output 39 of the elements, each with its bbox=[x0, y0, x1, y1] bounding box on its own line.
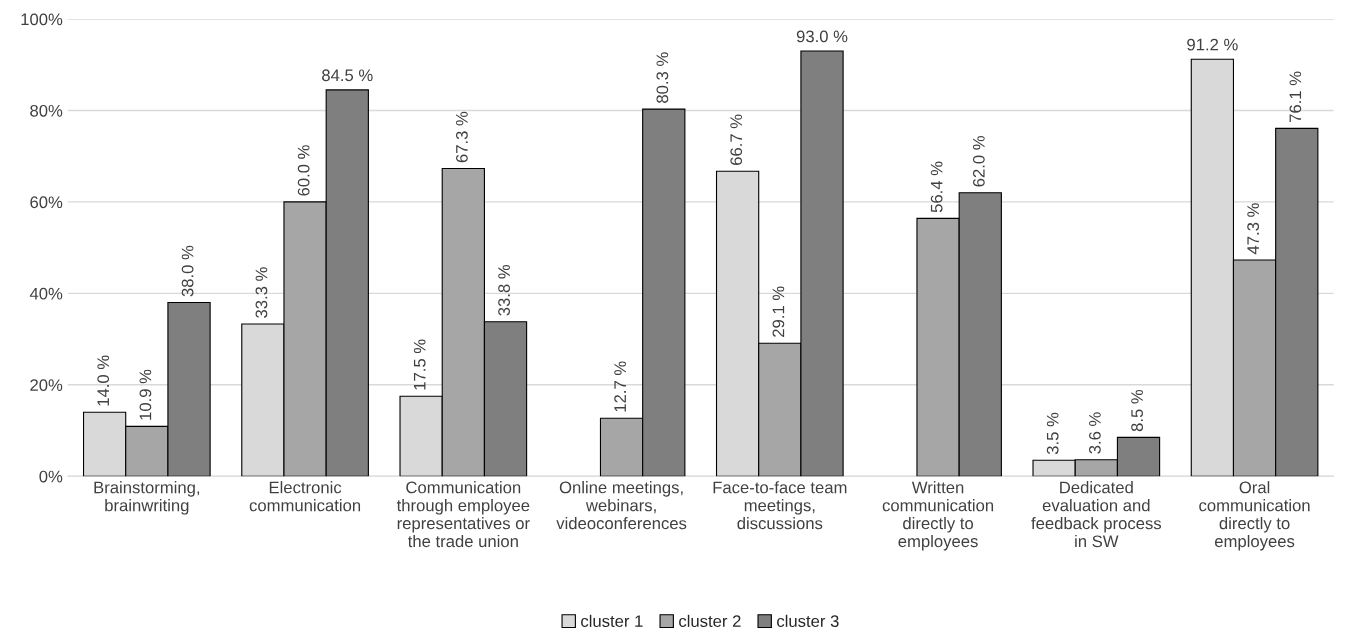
data-label: 60.0 % bbox=[297, 145, 310, 196]
data-label: 67.3 % bbox=[455, 111, 468, 163]
x-tick-label: Written communication directly to employees bbox=[882, 481, 994, 551]
data-label: 47.3 % bbox=[1247, 203, 1260, 255]
legend-label: cluster 3 bbox=[777, 614, 839, 628]
y-tick-label: 0% bbox=[39, 470, 63, 483]
data-label: 66.7 % bbox=[730, 114, 743, 165]
data-label: 29.1 % bbox=[772, 286, 785, 337]
data-label: 10.9 % bbox=[139, 369, 152, 420]
x-tick-label: Online meetings, webinars, videoconferences bbox=[556, 481, 687, 530]
data-label: 33.3 % bbox=[255, 267, 268, 318]
data-label: 56.4 % bbox=[930, 161, 943, 213]
y-tick-label: 100% bbox=[21, 13, 63, 26]
data-label: 14.0 % bbox=[97, 355, 110, 406]
y-tick-label: 40% bbox=[29, 287, 63, 300]
x-tick-label: Communication through employee representatives or the trade union bbox=[396, 481, 530, 548]
data-label: 93.0 % bbox=[796, 30, 848, 43]
y-tick-label: 20% bbox=[30, 379, 63, 392]
legend-label: cluster 1 bbox=[581, 614, 643, 628]
y-tick-label: 80% bbox=[30, 104, 63, 117]
data-label: 12.7 % bbox=[614, 361, 626, 412]
x-tick-label: Brainstorming, brainwriting bbox=[94, 481, 200, 515]
data-label: 3.6 % bbox=[1088, 412, 1101, 454]
data-label: 17.5 % bbox=[413, 339, 426, 390]
x-tick-label: Oral communication directly to employees bbox=[1199, 481, 1310, 551]
data-label: 62.0 % bbox=[972, 136, 985, 187]
data-label: 91.2 % bbox=[1187, 38, 1238, 51]
legend-label: cluster 2 bbox=[679, 614, 741, 628]
data-label: 33.8 % bbox=[498, 264, 510, 316]
data-label: 84.5 % bbox=[322, 69, 373, 82]
data-label: 80.3 % bbox=[656, 52, 669, 103]
x-tick-label: Face-to-face team meetings, discussions bbox=[713, 481, 847, 530]
x-tick-label: Electronic communication bbox=[249, 481, 361, 512]
y-tick-label: 60% bbox=[30, 196, 63, 209]
x-tick-label: Dedicated evaluation and feedback process in SW bbox=[1031, 481, 1162, 548]
data-label: 76.1 % bbox=[1289, 71, 1302, 122]
data-label: 3.5 % bbox=[1046, 412, 1059, 455]
data-label: 38.0 % bbox=[181, 245, 194, 297]
data-label: 8.5 % bbox=[1131, 389, 1143, 432]
